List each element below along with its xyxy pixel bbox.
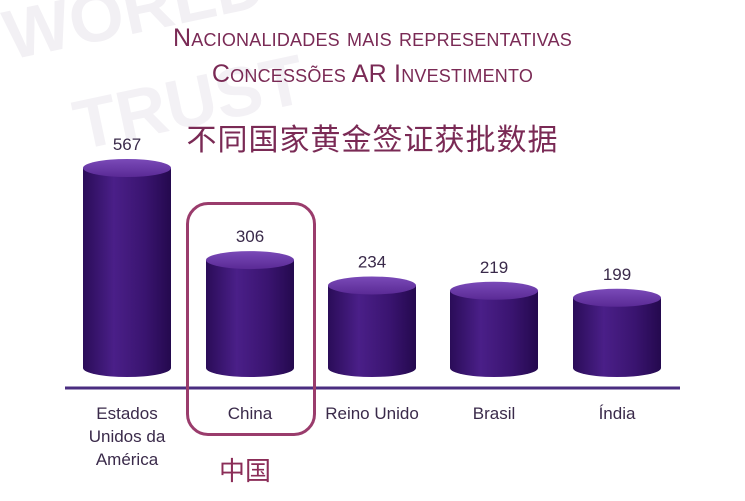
bar-brasil <box>450 281 538 377</box>
bar-estados-unidos-da-am-rica <box>83 159 171 377</box>
value-label: 219 <box>480 258 508 277</box>
value-label: 567 <box>113 135 141 154</box>
category-label: Brasil <box>473 404 516 423</box>
bar-body <box>83 168 171 377</box>
bar-top <box>206 251 294 270</box>
chart-title-chinese: 不同国家黄金签证获批数据 <box>186 123 559 158</box>
bar-top <box>328 276 416 295</box>
chart-title: Nacionalidades mais representativas <box>172 24 573 52</box>
value-label: 306 <box>236 227 264 246</box>
china-chinese-label: 中国 <box>218 457 271 487</box>
category-label: Estados Unidos da América <box>89 404 166 469</box>
chart-subtitle: Concessões AR Investimento <box>211 60 534 88</box>
china-highlight-box <box>186 202 316 436</box>
bar-top <box>83 159 171 177</box>
bar-body <box>450 290 538 377</box>
bar-reino-unido <box>328 276 416 377</box>
bar-top <box>573 288 661 307</box>
value-label: 234 <box>358 252 386 271</box>
category-label: China <box>228 404 273 423</box>
category-label: Índia <box>599 404 636 423</box>
bar-body <box>328 285 416 377</box>
category-label: Reino Unido <box>325 404 419 423</box>
bar--ndia <box>573 288 661 377</box>
bar-top <box>450 281 538 300</box>
bar-china <box>206 251 294 377</box>
bar-body <box>206 260 294 377</box>
bar-body <box>573 297 661 377</box>
value-label: 199 <box>603 265 631 284</box>
